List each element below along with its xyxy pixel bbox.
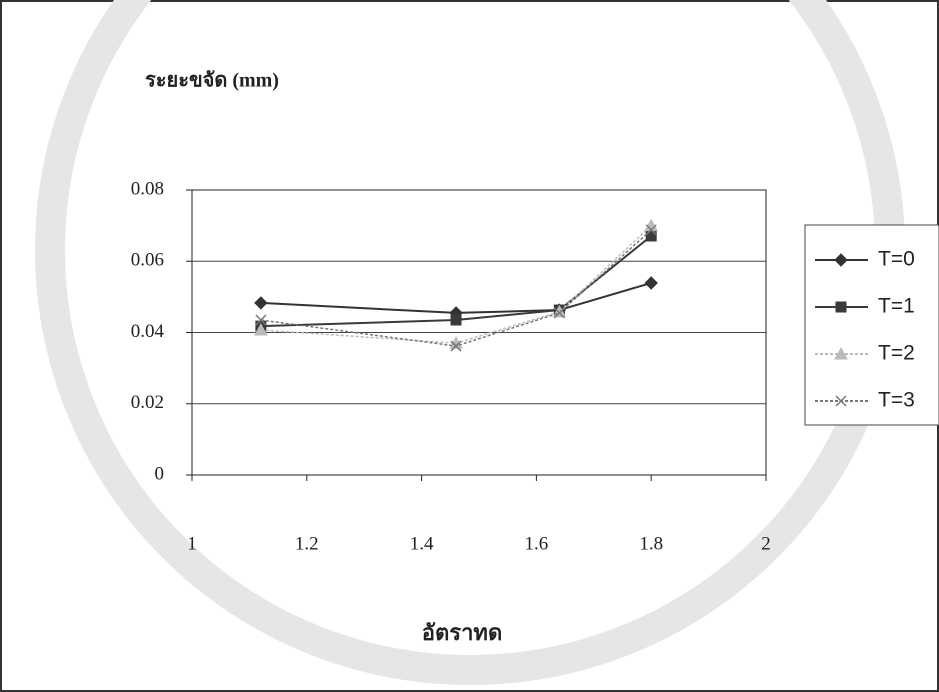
y-axis-label: ระยะขจัด (mm) xyxy=(145,70,279,92)
x-tick-label: 1.4 xyxy=(410,533,434,554)
legend-marker xyxy=(836,302,846,312)
legend-label: T=1 xyxy=(878,295,915,318)
watermark xyxy=(50,0,890,670)
marker xyxy=(645,277,657,289)
y-tick-label: 0.02 xyxy=(131,392,164,413)
x-tick-label: 1.8 xyxy=(639,533,663,554)
marker xyxy=(451,315,461,325)
x-tick-label: 1.6 xyxy=(525,533,549,554)
x-tick-label: 1 xyxy=(187,533,197,554)
y-tick-label: 0.06 xyxy=(131,250,164,271)
legend-label: T=3 xyxy=(878,389,915,412)
frame xyxy=(1,1,938,691)
chart: ระยะขจัด (mm) อัตราทด 0 0.02 0.04 0.06 0.08 1… xyxy=(0,0,939,692)
x-axis-label: อัตราทด xyxy=(422,620,502,645)
legend xyxy=(805,225,939,425)
series-line xyxy=(261,230,651,346)
x-tick-label: 2 xyxy=(761,533,771,554)
y-tick-label: 0.04 xyxy=(131,321,165,342)
legend-label: T=0 xyxy=(878,248,915,271)
y-tick-label: 0 xyxy=(155,463,165,484)
x-tick-label: 1.2 xyxy=(295,533,319,554)
marker xyxy=(255,297,267,309)
legend-label: T=2 xyxy=(878,342,915,365)
y-tick-label: 0.08 xyxy=(131,178,164,199)
